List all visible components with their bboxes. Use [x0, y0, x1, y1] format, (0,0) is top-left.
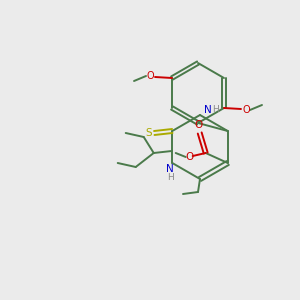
Text: O: O [195, 120, 203, 130]
Text: O: O [242, 105, 250, 115]
Text: O: O [146, 71, 154, 81]
Text: S: S [145, 128, 152, 138]
Text: N: N [204, 105, 212, 115]
Text: H: H [167, 172, 174, 182]
Text: O: O [186, 152, 194, 162]
Text: N: N [167, 164, 174, 174]
Text: H: H [212, 106, 219, 115]
